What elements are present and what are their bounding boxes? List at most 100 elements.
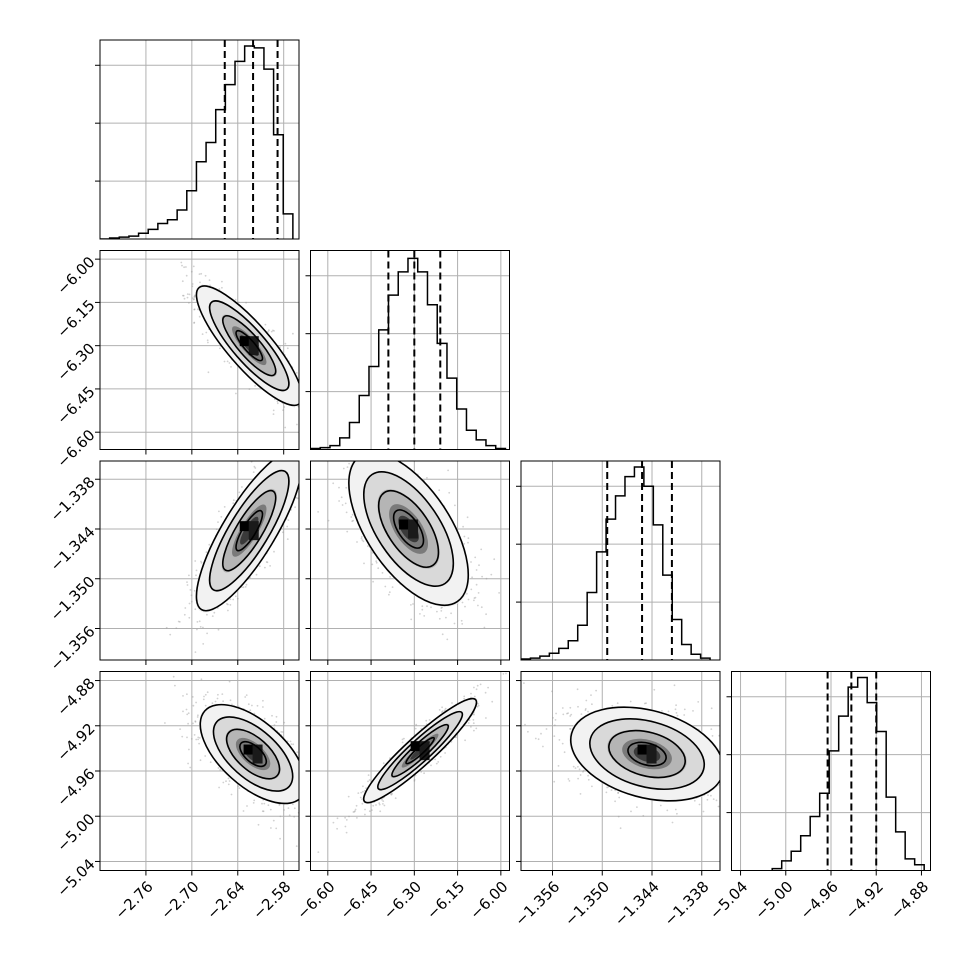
- sample-point: [198, 620, 201, 623]
- sample-point: [363, 789, 366, 792]
- sample-point: [254, 385, 256, 387]
- sample-point: [350, 516, 353, 518]
- sample-point: [642, 814, 645, 817]
- sample-point: [382, 762, 385, 765]
- sample-point: [367, 545, 369, 547]
- sample-point: [213, 611, 216, 614]
- sample-point: [313, 406, 315, 408]
- sample-point: [476, 684, 479, 687]
- sample-point: [270, 330, 273, 333]
- sample-point: [378, 803, 381, 806]
- sample-point: [193, 294, 196, 297]
- sample-point: [317, 511, 319, 513]
- sample-point: [312, 440, 314, 442]
- sample-point: [319, 813, 321, 815]
- sample-point: [232, 499, 235, 502]
- sample-point: [347, 428, 349, 430]
- sample-point: [276, 456, 278, 458]
- sample-point: [502, 673, 505, 675]
- sample-point: [284, 342, 287, 345]
- sample-point: [192, 722, 194, 725]
- sample-point: [302, 372, 304, 374]
- sample-point: [178, 621, 181, 623]
- sample-point: [231, 703, 233, 706]
- sample-point: [374, 443, 376, 445]
- sample-point: [308, 753, 310, 755]
- sample-point: [484, 691, 487, 694]
- sample-point: [316, 778, 318, 780]
- sample-point: [185, 274, 188, 277]
- sample-point: [356, 541, 358, 543]
- contour-line: [195, 461, 299, 612]
- sample-point: [343, 430, 345, 432]
- histogram-step: [521, 466, 711, 660]
- sample-point: [182, 294, 184, 297]
- sample-point: [579, 793, 582, 795]
- sample-point: [675, 704, 677, 707]
- sample-point: [198, 315, 201, 318]
- sample-point: [215, 528, 218, 531]
- sample-point: [273, 724, 276, 726]
- sample-point: [195, 738, 198, 741]
- sample-point: [321, 802, 323, 804]
- sample-point: [445, 616, 447, 619]
- sample-point: [267, 804, 270, 807]
- sample-point: [375, 561, 378, 564]
- sample-point: [287, 519, 290, 521]
- sample-point: [226, 603, 228, 605]
- sample-point: [316, 451, 318, 453]
- sample-point: [336, 817, 339, 820]
- sample-point: [229, 699, 232, 702]
- sample-point: [264, 456, 266, 458]
- contour-line: [199, 703, 299, 805]
- sample-point: [197, 736, 200, 739]
- sample-point: [220, 516, 223, 518]
- density-cell: [408, 528, 419, 539]
- sample-point: [317, 851, 320, 853]
- sample-point: [478, 564, 480, 567]
- sample-point: [229, 604, 232, 606]
- sample-point: [353, 451, 355, 453]
- panel-frame: [310, 250, 510, 450]
- sample-point: [303, 474, 305, 476]
- sample-point: [569, 728, 571, 730]
- sample-point: [516, 545, 518, 547]
- sample-point: [308, 412, 310, 414]
- sample-point: [262, 699, 264, 702]
- sample-point: [218, 510, 220, 513]
- sample-point: [193, 308, 196, 311]
- density-cell: [408, 519, 419, 530]
- sample-point: [473, 713, 475, 716]
- sample-point: [194, 720, 197, 722]
- sample-point: [200, 678, 203, 681]
- sample-point: [473, 729, 475, 732]
- sample-point: [289, 740, 292, 743]
- sample-point: [707, 794, 709, 796]
- panel-frame: [520, 460, 721, 661]
- sample-point: [485, 717, 487, 719]
- sample-point: [423, 615, 426, 617]
- sample-point: [191, 283, 194, 285]
- sample-point: [177, 620, 180, 623]
- sample-point: [204, 274, 207, 277]
- sample-point: [256, 704, 259, 707]
- sample-point: [279, 815, 282, 818]
- sample-point: [272, 409, 275, 412]
- sample-point: [585, 699, 588, 702]
- sample-point: [193, 734, 196, 736]
- sample-point: [300, 404, 302, 406]
- sample-point: [325, 441, 327, 443]
- sample-point: [230, 366, 232, 368]
- sample-point: [372, 580, 374, 583]
- sample-point: [587, 710, 589, 713]
- sample-point: [196, 716, 199, 718]
- sample-point: [448, 491, 451, 494]
- sample-point: [437, 761, 440, 763]
- sample-point: [462, 525, 464, 528]
- sample-point: [300, 776, 302, 778]
- density-cell: [252, 753, 263, 764]
- sample-point: [441, 606, 443, 609]
- sample-point: [410, 604, 412, 606]
- sample-point: [193, 308, 196, 311]
- sample-point: [174, 684, 176, 687]
